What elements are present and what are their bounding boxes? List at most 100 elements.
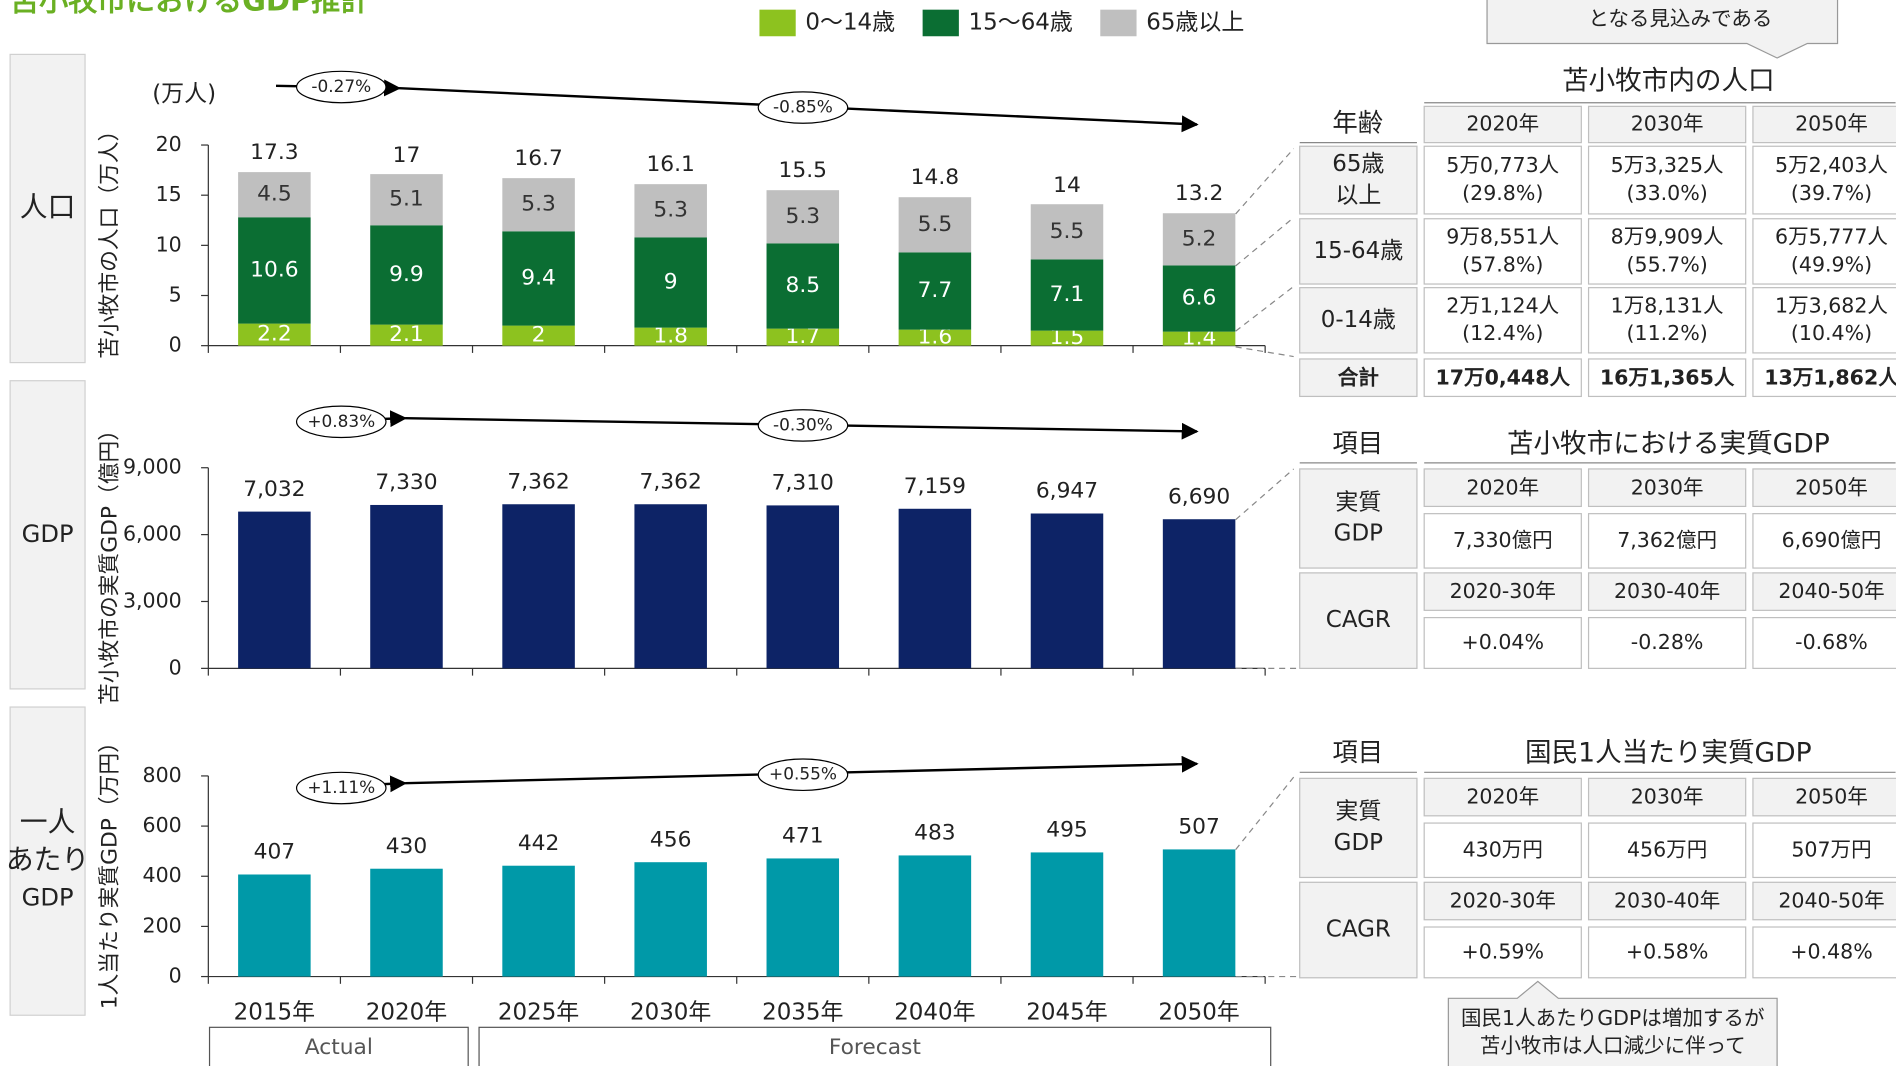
connector [1235,468,1295,521]
table-cell [1299,145,1418,215]
segment-label: 5.5 [918,212,953,237]
table-value: 8万9,909人 [1611,224,1724,248]
table-title: 苫小牧市における実質GDP [1507,428,1830,459]
bar [370,504,443,669]
row-label: 人口 [20,190,76,223]
table-value: 2万1,124人 [1446,293,1559,317]
bar-segment [370,225,443,325]
table-value: 430万円 [1463,837,1543,861]
row-header: 以上 [1335,182,1381,208]
total-label: 合計 [1338,365,1379,389]
legend-swatch [922,9,959,37]
table-cell [1423,358,1582,398]
table-cell [1423,287,1582,354]
column-header: 2050年 [1795,785,1868,809]
table-cell [1299,468,1418,569]
table-cell [1752,287,1896,354]
table-value: 7,330億円 [1453,528,1553,552]
bar-segment [1162,331,1236,346]
legend-label: 15〜64歳 [969,9,1073,35]
annotation-bubble [295,771,387,805]
callout-text: となる見込みである [1588,6,1772,30]
table-cell [1587,468,1747,508]
column-header: 2040-50年 [1778,889,1884,913]
column-header: 2050年 [1795,475,1868,499]
value-label: 483 [914,821,956,846]
bar-segment [634,184,707,238]
value-label: 507 [1178,815,1220,840]
row-header: GDP [1334,830,1383,856]
row-header: 実質 [1335,489,1381,515]
table-value: (10.4%) [1791,321,1872,345]
column-header: 2020-30年 [1450,889,1556,913]
y-tick-label: 15 [156,182,182,206]
bar-segment [1030,259,1104,331]
column-header: 2020-30年 [1450,579,1556,603]
total-value: 13万1,862人 [1764,365,1896,389]
bar [1162,849,1236,977]
segment-label: 9.9 [389,262,424,287]
annotation-bubble [757,409,849,442]
y-tick-label: 200 [143,913,182,937]
table-value: 5万0,773人 [1446,153,1559,177]
table-cell [1423,777,1582,817]
segment-label: 2.2 [257,322,292,347]
x-tick-label: 2040年 [894,999,975,1025]
top-callout [1486,0,1839,59]
value-label: 495 [1046,818,1088,843]
row-label: 一人 [20,806,76,839]
table-cell [1587,513,1747,569]
value-label: 6,690 [1168,484,1230,509]
row-header: CAGR [1326,607,1391,633]
segment-label: 7.7 [918,278,953,303]
bar [1162,519,1236,669]
bar-segment [1030,330,1104,346]
total-label: 14 [1053,173,1081,198]
table-value: (57.8%) [1462,252,1543,276]
table-cell [1423,616,1582,669]
bar-segment [238,172,311,218]
table-value: 6,690億円 [1782,528,1882,552]
bar-segment [898,329,972,346]
y-tick-label: 5 [169,283,182,307]
row-header: 65歳 [1332,151,1384,177]
table-cell [1752,777,1896,817]
column-header: 2020年 [1466,785,1539,809]
value-label: 7,310 [772,471,834,496]
value-label: 7,330 [375,470,437,495]
table-value: 6万5,777人 [1775,224,1888,248]
bar-segment [634,237,707,328]
table-cell [1587,926,1747,979]
total-label: 15.5 [779,158,827,183]
table-cell [1423,822,1582,879]
annotation: -0.30% [773,414,833,434]
table-cell [1587,822,1747,879]
total-value: 16万1,365人 [1600,365,1735,389]
total-label: 13.2 [1175,181,1223,206]
segment-label: 9.4 [521,265,556,290]
bar-segment [898,252,972,330]
segment-label: 5.5 [1050,219,1085,244]
table-cell [1752,572,1896,611]
bar-segment [898,197,972,253]
x-tick-label: 2050年 [1158,999,1239,1025]
segment-label: 5.2 [1182,226,1217,251]
y-tick-label: 600 [143,813,182,837]
table-cell [1587,218,1747,285]
bar-segment [370,324,443,346]
segment-label: 6.6 [1182,286,1217,311]
x-tick-label: 2035年 [762,999,843,1025]
total-label: 16.7 [514,146,562,171]
y-tick-label: 20 [156,132,182,156]
annotation: +1.11% [307,777,375,797]
y-tick-label: 6,000 [123,522,182,546]
y-axis-label: 1人当たり実質GDP（万円） [97,731,122,1009]
total-value: 17万0,448人 [1435,365,1570,389]
column-header: 2030年 [1631,785,1704,809]
segment-label: 5.3 [785,204,820,229]
table-cell [1299,358,1418,398]
table-cell [1587,358,1747,398]
table-header: 項目 [1332,428,1383,458]
y-tick-label: 0 [169,655,182,679]
